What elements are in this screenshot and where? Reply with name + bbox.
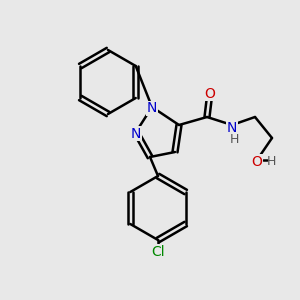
Text: N: N (147, 101, 157, 116)
Text: O: O (205, 86, 215, 100)
Text: N: N (227, 122, 237, 136)
Text: Cl: Cl (151, 244, 165, 259)
Text: H: H (229, 133, 239, 146)
Text: N: N (131, 127, 141, 140)
Text: O: O (252, 154, 262, 169)
Text: H: H (266, 155, 276, 168)
